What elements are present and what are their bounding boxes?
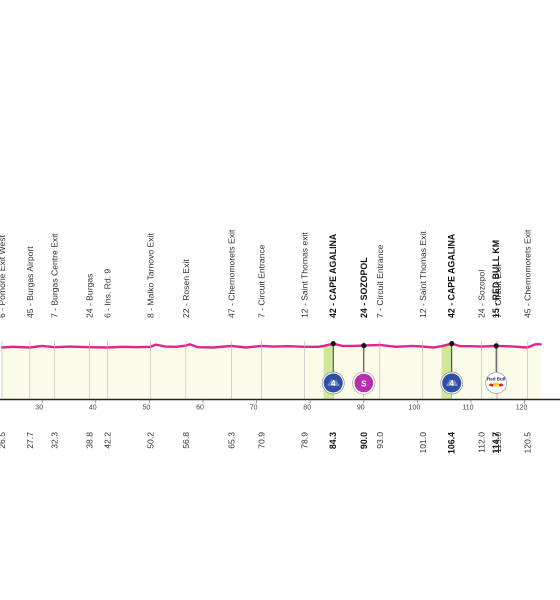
waypoint-label: 7 - Circuit Entrance bbox=[375, 244, 385, 318]
x-tick-label: 70 bbox=[250, 405, 258, 412]
waypoint-label: 12 - Saint Thomas exit bbox=[299, 232, 309, 318]
waypoint-label: 45 - Burgas Airport bbox=[25, 246, 35, 318]
waypoint-km: 26.5 bbox=[0, 432, 7, 449]
waypoint-km: 112.0 bbox=[477, 432, 487, 453]
x-tick-label: 30 bbox=[35, 405, 43, 412]
waypoint-label: 7 - Burgas Centre Exit bbox=[50, 233, 60, 318]
waypoint-km: 101.0 bbox=[418, 432, 428, 454]
mountain-icon bbox=[327, 379, 340, 386]
sprint-badge-icon: S bbox=[352, 371, 376, 395]
waypoint-km: 78.9 bbox=[299, 432, 309, 449]
waypoint-km: 84.3 bbox=[328, 432, 338, 449]
marker-dot bbox=[361, 342, 367, 349]
marker-dot bbox=[449, 341, 455, 347]
x-tick-label: 40 bbox=[89, 405, 97, 412]
profile-line bbox=[0, 342, 542, 349]
waypoint-label: 24 - Burgas bbox=[84, 274, 94, 318]
red-bull-sun bbox=[492, 382, 500, 387]
waypoint-km: 120.5 bbox=[522, 432, 532, 454]
red-bull-badge-text: Red Bull bbox=[487, 377, 505, 382]
mountain-icon bbox=[445, 379, 459, 386]
waypoint-label: 24 - SOZOPOL bbox=[359, 257, 369, 318]
kom-badge-icon: 4 bbox=[321, 371, 345, 395]
waypoint-label: 12 - Saint Thomas Exit bbox=[418, 231, 428, 318]
waypoint-label: 7 - Circuit Entrance bbox=[256, 244, 266, 318]
waypoint-km: 50.2 bbox=[145, 432, 155, 449]
waypoint-km: 70.9 bbox=[256, 432, 266, 449]
waypoint-km: 93.0 bbox=[375, 432, 385, 449]
waypoint-km: 56.8 bbox=[181, 432, 191, 449]
waypoint-km: 114.7 bbox=[491, 432, 501, 454]
sprint-badge-shape bbox=[353, 372, 375, 394]
x-tick-label: 50 bbox=[143, 405, 151, 412]
red-bull-badge-icon: Red Bull bbox=[485, 372, 508, 394]
waypoint-label: 15 - RED BULL KM bbox=[491, 240, 501, 318]
waypoint-km: 38.8 bbox=[84, 432, 94, 449]
waypoint-label: 22 - Rosen Exit bbox=[181, 259, 191, 318]
waypoint-label: 8 - Malko Tarnovo Exit bbox=[145, 233, 155, 318]
kom-badge-text: 4 bbox=[449, 379, 454, 388]
red-bull-right-bull bbox=[498, 383, 504, 387]
sprint-badge-ring bbox=[352, 371, 376, 395]
marker-dot bbox=[330, 341, 336, 347]
waypoint-label: 6 - Pomorie Exit West bbox=[0, 234, 7, 318]
kom-badge-icon: 4 bbox=[440, 371, 464, 395]
waypoint-label: 6 - Ins. Rd. 9 bbox=[103, 269, 113, 318]
waypoint-label: 24 - Sozopol bbox=[477, 270, 487, 318]
waypoint-label: 42 - CAPE AGALINA bbox=[447, 233, 457, 318]
sprint-badge-text: S bbox=[361, 379, 367, 388]
marker-dot bbox=[493, 343, 499, 349]
x-tick-label: 90 bbox=[357, 405, 365, 412]
waypoint-km: 106.4 bbox=[447, 432, 457, 454]
x-tick-label: 100 bbox=[409, 405, 421, 412]
waypoint-km: 32.3 bbox=[50, 432, 60, 449]
x-tick-label: 80 bbox=[303, 405, 311, 412]
x-tick-label: 120 bbox=[516, 405, 528, 412]
waypoint-km: 90.0 bbox=[359, 432, 369, 449]
red-bull-left-bull bbox=[488, 383, 494, 387]
profile-area bbox=[2, 343, 541, 400]
waypoint-km: 27.7 bbox=[25, 432, 35, 449]
x-tick-label: 110 bbox=[462, 405, 473, 412]
kom-badge-shape bbox=[323, 373, 343, 393]
waypoint-label: 42 - CAPE AGALINA bbox=[328, 233, 338, 318]
waypoint-km: 115.0 bbox=[493, 432, 503, 453]
kom-badge-shape bbox=[442, 373, 462, 393]
waypoint-label: 45 - Chernomorets Exit bbox=[522, 229, 532, 318]
waypoint-label: 47 - Chernomorets Exit bbox=[226, 229, 236, 318]
waypoint-km: 65.3 bbox=[226, 432, 236, 449]
kom-badge-text: 4 bbox=[331, 379, 336, 388]
waypoint-km: 42.2 bbox=[103, 432, 113, 449]
waypoint-label: 7 - Circuit Exit bbox=[493, 264, 503, 318]
x-tick-label: 60 bbox=[196, 405, 204, 412]
